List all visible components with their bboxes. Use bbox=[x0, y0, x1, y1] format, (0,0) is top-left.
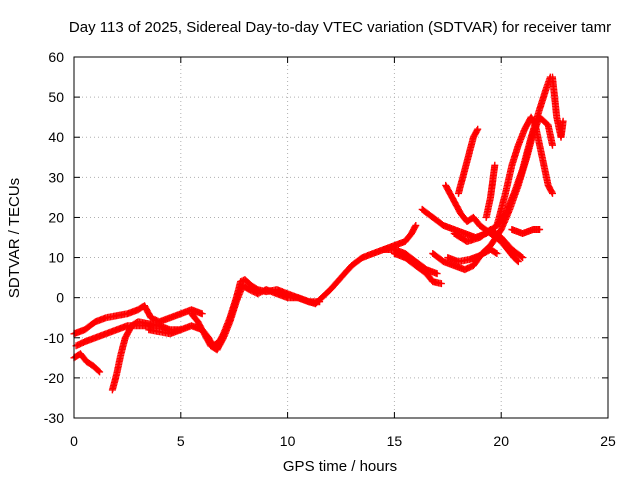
y-tick-label: 20 bbox=[48, 209, 64, 225]
data-point bbox=[493, 250, 501, 257]
x-tick-label: 20 bbox=[493, 433, 509, 449]
y-tick-label: 30 bbox=[48, 169, 64, 185]
data-point bbox=[96, 368, 104, 376]
data-point bbox=[492, 249, 500, 257]
data-point bbox=[514, 258, 522, 266]
data-point bbox=[411, 223, 419, 231]
series-trace-r bbox=[444, 246, 501, 266]
data-point bbox=[198, 310, 206, 318]
data-point bbox=[559, 117, 567, 125]
x-axis-ticks: 0 5 10 15 20 25 bbox=[70, 57, 616, 449]
y-tick-label: 10 bbox=[48, 250, 64, 266]
y-tick-label: 60 bbox=[48, 49, 64, 65]
data-point bbox=[549, 141, 556, 149]
series-trace-p bbox=[508, 226, 544, 237]
series-trace-d bbox=[108, 318, 185, 394]
series-trace-h bbox=[390, 250, 445, 288]
series-trace-j bbox=[442, 181, 522, 266]
data-point bbox=[474, 125, 482, 133]
y-tick-label: -10 bbox=[44, 330, 64, 346]
series-trace-f bbox=[188, 282, 324, 354]
x-tick-label: 15 bbox=[387, 433, 403, 449]
y-tick-label: -30 bbox=[44, 410, 64, 426]
series-trace-o bbox=[549, 73, 567, 141]
data-point bbox=[549, 189, 556, 197]
grid-lines bbox=[74, 57, 608, 418]
series-trace-a bbox=[70, 302, 206, 338]
series-trace-q bbox=[450, 226, 527, 262]
data-point bbox=[437, 280, 445, 288]
series-trace-b bbox=[70, 350, 104, 376]
y-axis-label: SDTVAR / TECUs bbox=[6, 178, 23, 298]
x-tick-label: 10 bbox=[280, 433, 296, 449]
data-point bbox=[491, 161, 499, 169]
y-tick-label: 0 bbox=[56, 290, 64, 306]
series-trace-k bbox=[455, 125, 482, 197]
y-tick-label: -20 bbox=[44, 370, 64, 386]
data-point bbox=[536, 226, 544, 233]
data-point bbox=[412, 222, 420, 229]
x-tick-label: 0 bbox=[70, 433, 78, 449]
data-point bbox=[517, 253, 525, 261]
data-point bbox=[316, 298, 324, 306]
x-tick-label: 25 bbox=[600, 433, 616, 449]
series-trace-l bbox=[482, 161, 499, 221]
data-point bbox=[513, 257, 521, 265]
series-trace-g bbox=[380, 222, 420, 253]
plot-frame bbox=[73, 56, 609, 419]
y-tick-label: 40 bbox=[48, 129, 64, 145]
series-trace-n bbox=[493, 113, 556, 229]
data-point bbox=[433, 270, 441, 278]
data-point bbox=[519, 254, 527, 262]
y-tick-label: 50 bbox=[48, 89, 64, 105]
chart-title: Day 113 of 2025, Sidereal Day-to-day VTE… bbox=[69, 19, 611, 36]
x-tick-label: 5 bbox=[177, 433, 185, 449]
x-axis-label: GPS time / hours bbox=[283, 458, 397, 475]
data-point bbox=[95, 367, 103, 375]
data-points bbox=[70, 73, 567, 394]
y-axis-ticks: -30 -20 -10 0 10 20 30 40 50 60 bbox=[44, 49, 608, 426]
